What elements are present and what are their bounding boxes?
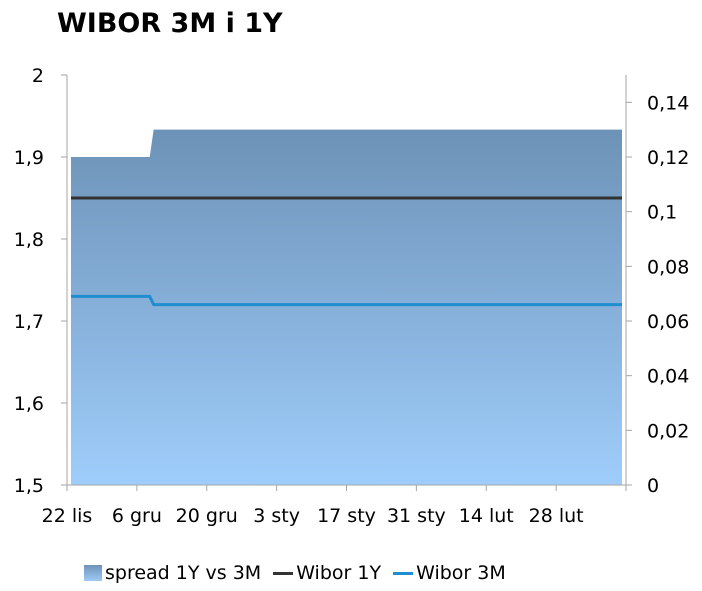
legend-swatch-spread <box>84 565 102 581</box>
right-axis-tick-label: 0,12 <box>647 147 689 169</box>
x-axis-tick-label: 20 gru <box>176 505 238 527</box>
x-axis-tick-label: 28 lut <box>529 505 584 527</box>
right-axis-tick-label: 0,04 <box>647 366 689 388</box>
legend-item-wibor-1y: Wibor 1Y <box>273 562 381 584</box>
chart-legend: spread 1Y vs 3M Wibor 1Y Wibor 3M <box>84 562 518 584</box>
x-axis-tick-label: 17 sty <box>317 505 376 527</box>
left-axis-tick-label: 1,8 <box>14 229 44 251</box>
left-axis-tick-label: 1,5 <box>14 475 44 497</box>
legend-label-wibor-3m: Wibor 3M <box>416 562 506 584</box>
x-axis-tick-label: 3 sty <box>253 505 300 527</box>
left-axis-tick-label: 1,9 <box>14 147 44 169</box>
left-axis-tick-label: 1,7 <box>14 311 44 333</box>
legend-swatch-wibor-1y <box>273 571 294 575</box>
right-axis-tick-label: 0,08 <box>647 256 689 278</box>
right-axis-tick-label: 0 <box>647 475 659 497</box>
legend-item-wibor-3m: Wibor 3M <box>393 562 506 584</box>
legend-swatch-wibor-3m <box>393 571 414 575</box>
legend-label-spread: spread 1Y vs 3M <box>105 562 262 584</box>
chart-svg: 1,5 1,6 1,7 1,8 1,9 2 0 0,02 0,04 0,06 0,08 0,1 0,12… <box>14 65 690 527</box>
x-axis-tick-label: 31 sty <box>387 505 446 527</box>
x-axis-tick-label: 14 lut <box>459 505 514 527</box>
series-wibor-3m-line <box>71 294 622 307</box>
legend-label-wibor-1y: Wibor 1Y <box>296 562 382 584</box>
x-axis-tick-label: 22 lis <box>42 505 93 527</box>
left-axis-tick-label: 1,6 <box>14 393 44 415</box>
x-axis-tick-label: 6 gru <box>112 505 162 527</box>
right-axis-tick-label: 0,14 <box>647 92 689 114</box>
right-axis-tick-label: 0,1 <box>647 202 677 224</box>
chart-title: WIBOR 3M i 1Y <box>57 8 283 39</box>
legend-item-spread: spread 1Y vs 3M <box>84 562 261 584</box>
series-spread-area <box>71 129 622 485</box>
right-axis-tick-label: 0,02 <box>647 420 689 442</box>
right-axis-tick-label: 0,06 <box>647 311 689 333</box>
left-axis-tick-label: 2 <box>32 65 44 87</box>
